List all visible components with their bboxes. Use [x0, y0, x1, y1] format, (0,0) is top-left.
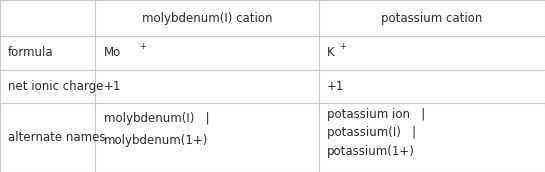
Text: potassium ion   |: potassium ion | [327, 108, 425, 121]
Text: +1: +1 [327, 80, 344, 93]
Text: +: + [339, 41, 346, 51]
Text: potassium(I)   |: potassium(I) | [327, 126, 416, 139]
Text: Mo: Mo [104, 46, 121, 59]
Text: potassium(1+): potassium(1+) [327, 145, 415, 158]
Text: molybdenum(I)   |: molybdenum(I) | [104, 112, 209, 125]
Text: net ionic charge: net ionic charge [8, 80, 104, 93]
Text: K: K [327, 46, 335, 59]
Text: molybdenum(1+): molybdenum(1+) [104, 134, 208, 147]
Text: potassium cation: potassium cation [381, 12, 483, 25]
Text: +1: +1 [104, 80, 121, 93]
Text: alternate names: alternate names [8, 131, 106, 144]
Text: molybdenum(I) cation: molybdenum(I) cation [142, 12, 272, 25]
Text: formula: formula [8, 46, 54, 59]
Text: +: + [139, 41, 146, 51]
